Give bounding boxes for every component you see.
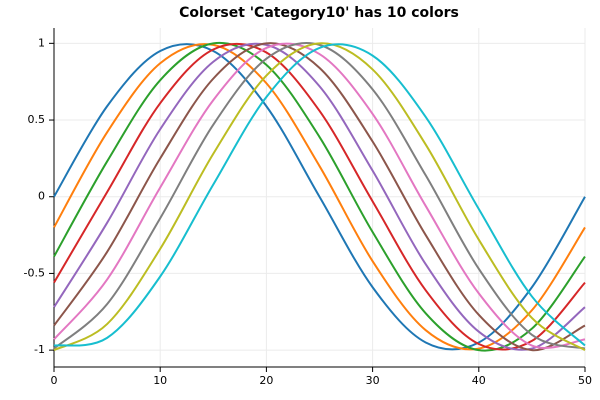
x-tick-label: 20: [259, 374, 273, 387]
line-series: [53, 43, 586, 347]
line-series: [53, 43, 586, 351]
line-series: [53, 42, 586, 351]
x-tick-label: 50: [578, 374, 592, 387]
line-series: [53, 42, 586, 349]
y-tick-label: 0: [38, 190, 45, 203]
chart-title: Colorset 'Category10' has 10 colors: [179, 5, 459, 21]
x-tick-label: 40: [472, 374, 486, 387]
x-tick-label: 30: [366, 374, 380, 387]
x-tick-label: 0: [51, 374, 58, 387]
line-series: [53, 42, 586, 352]
y-tick-label: -1: [34, 343, 45, 356]
y-tick-label: 0.5: [28, 113, 46, 126]
y-tick-label: 1: [38, 36, 45, 49]
y-tick-label: -0.5: [24, 266, 45, 279]
line-series: [53, 42, 586, 352]
x-tick-label: 10: [153, 374, 167, 387]
line-series: [53, 41, 586, 352]
line-series: [53, 43, 586, 351]
line-series: [53, 42, 586, 350]
